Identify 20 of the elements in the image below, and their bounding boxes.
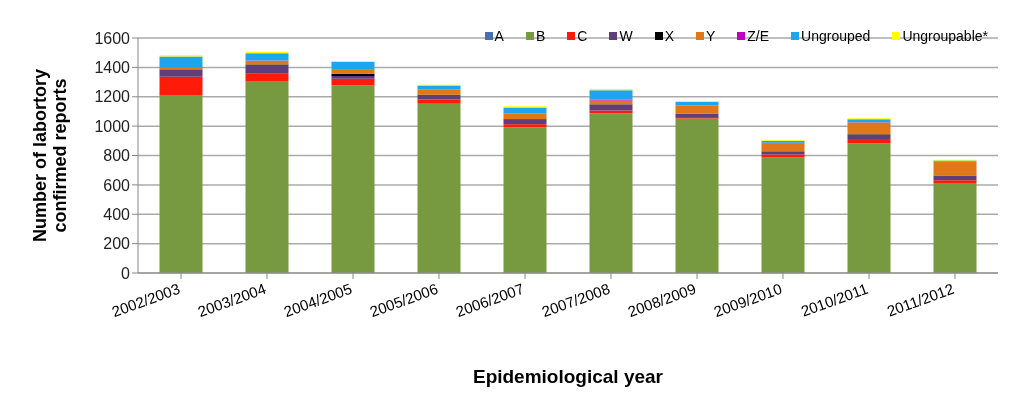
- y-tick-label: 600: [103, 176, 131, 194]
- legend-label: Z/E: [747, 28, 770, 44]
- legend-label: Y: [705, 28, 716, 44]
- y-tick-label: 1400: [94, 59, 131, 77]
- y-tick-label: 1200: [94, 88, 131, 106]
- x-axis-title: Epidemiological year: [472, 366, 664, 387]
- y-tick-label: 400: [103, 205, 131, 223]
- legend-label: Ungroupable*: [902, 28, 988, 44]
- legend-label: X: [664, 28, 674, 44]
- y-tick-label: 200: [103, 235, 131, 253]
- y-tick-label: 1000: [94, 117, 131, 135]
- y-tick-label: 1600: [94, 29, 131, 47]
- y-tick-label: 800: [103, 147, 131, 165]
- legend-label: W: [619, 28, 633, 44]
- legend-label: B: [535, 28, 546, 44]
- legend-label: C: [577, 28, 588, 44]
- legend-label: A: [494, 28, 504, 44]
- y-tick-label: 0: [121, 264, 131, 282]
- y-axis-title: Number of labortory confirmed reports: [30, 68, 70, 243]
- legend-label: Ungrouped: [801, 28, 871, 44]
